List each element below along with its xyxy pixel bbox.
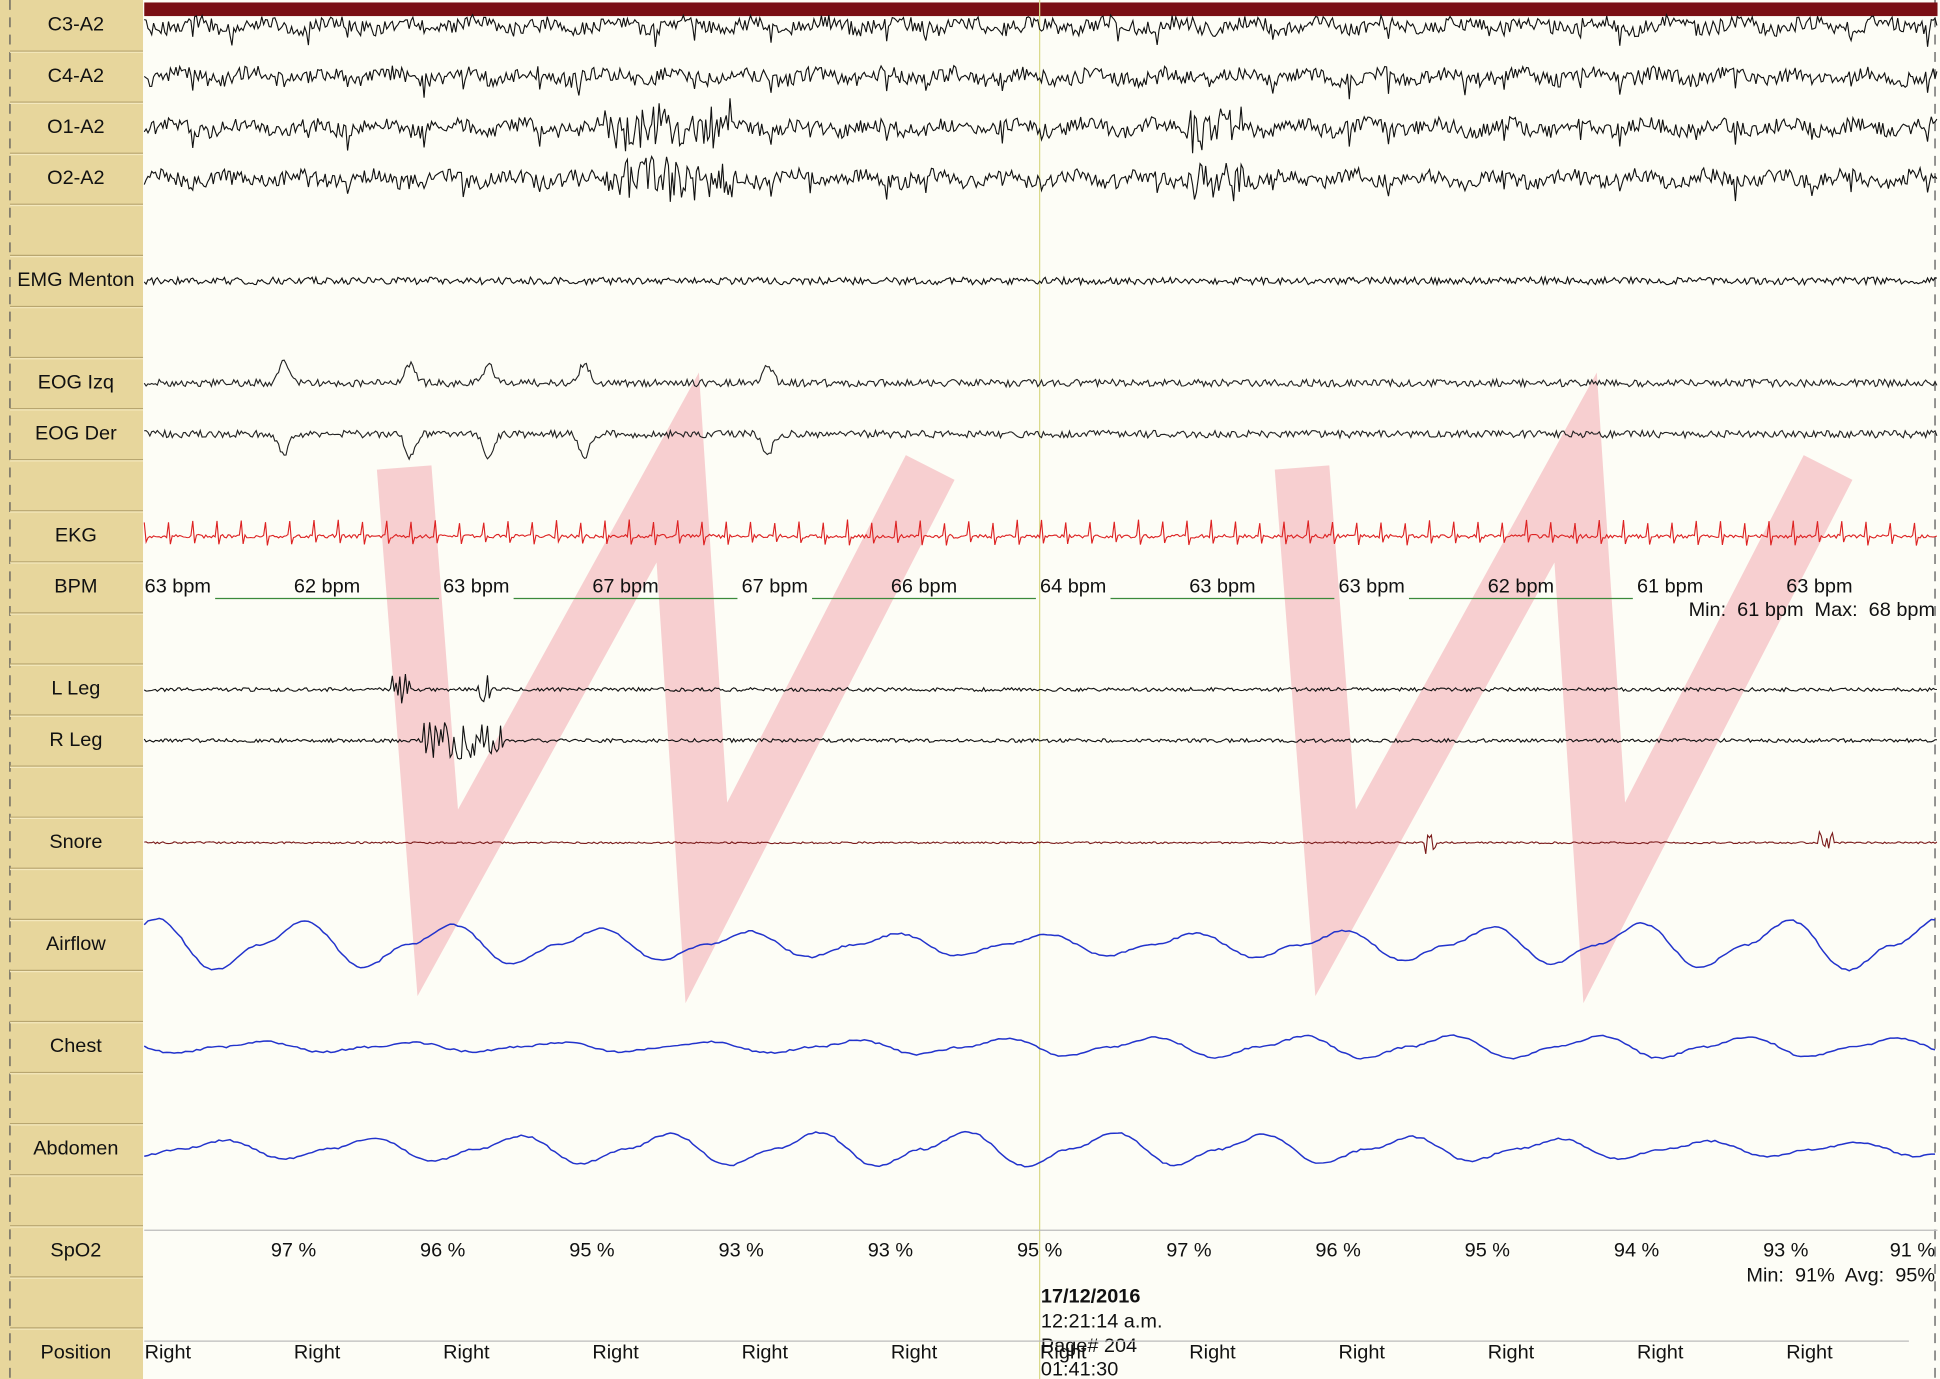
bpm-value: 62 bpm	[294, 576, 360, 598]
spo2-value: 93 %	[1763, 1240, 1808, 1262]
signal-trace	[144, 12, 1938, 47]
channel-label: C3-A2	[48, 14, 104, 36]
spo2-value: 94 %	[1614, 1240, 1659, 1262]
bpm-value: 62 bpm	[1488, 576, 1554, 598]
signal-trace	[143, 98, 1938, 154]
position-value: Right	[443, 1342, 490, 1364]
top-event-bar	[144, 2, 1938, 17]
bpm-value: 63 bpm	[443, 576, 509, 598]
footer-date: 17/12/2016	[1041, 1286, 1141, 1308]
channel-label: Position	[40, 1342, 111, 1364]
position-value: Right	[742, 1342, 789, 1364]
signal-trace	[143, 359, 1938, 389]
footer-time: 12:21:14 a.m.	[1041, 1310, 1163, 1332]
spo2-value: 96 %	[420, 1240, 465, 1262]
signal-trace	[143, 64, 1938, 100]
position-value: Right	[1339, 1342, 1386, 1364]
signal-trace	[143, 155, 1938, 202]
channel-label: EOG Der	[35, 422, 117, 444]
signal-trace	[143, 519, 1938, 546]
channel-label: BPM	[54, 576, 97, 598]
spo2-value: 97 %	[1166, 1240, 1211, 1262]
channel-label: Airflow	[46, 933, 106, 955]
position-value: Right	[1040, 1342, 1087, 1364]
bpm-value: 67 bpm	[742, 576, 808, 598]
bpm-value: 63 bpm	[1189, 576, 1255, 598]
signal-trace	[144, 1130, 1936, 1168]
bpm-value: 67 bpm	[592, 576, 658, 598]
spo2-value: 93 %	[868, 1240, 913, 1262]
position-value: Right	[1637, 1342, 1684, 1364]
watermark	[376, 372, 1853, 1004]
bpm-value: 61 bpm	[1637, 576, 1703, 598]
bpm-summary: Min: 61 bpm Max: 68 bpm	[1689, 599, 1935, 621]
spo2-value: 91 %	[1890, 1240, 1935, 1262]
signal-trace	[143, 1034, 1936, 1060]
channel-label: EKG	[55, 525, 97, 547]
signal-trace	[144, 428, 1938, 461]
channel-label: L Leg	[51, 678, 100, 700]
traces	[143, 12, 1938, 1168]
spo2-value: 95 %	[1017, 1240, 1062, 1262]
position-value: Right	[1189, 1342, 1236, 1364]
channel-label: Snore	[49, 831, 102, 853]
channel-label: O1-A2	[47, 116, 104, 138]
spo2-value: 96 %	[1315, 1240, 1360, 1262]
signal-trace	[143, 275, 1937, 287]
signal-trace	[143, 917, 1936, 972]
position-value: Right	[891, 1342, 938, 1364]
position-value: Right	[294, 1342, 341, 1364]
watermark-glyph	[1274, 372, 1853, 1004]
bpm-value: 64 bpm	[1040, 576, 1106, 598]
spo2-value: 95 %	[1465, 1240, 1510, 1262]
signal-trace	[143, 673, 1937, 704]
footer-elapsed: 01:41:30	[1041, 1359, 1118, 1379]
spo2-summary: Min: 91% Avg: 95%	[1746, 1264, 1935, 1286]
channel-label: R Leg	[49, 729, 102, 751]
watermark-glyph	[376, 372, 955, 1004]
position-value: Right	[592, 1342, 639, 1364]
bpm-value: 63 bpm	[145, 576, 211, 598]
position-value: Right	[145, 1342, 192, 1364]
bpm-value: 63 bpm	[1786, 576, 1852, 598]
channel-label: SpO2	[50, 1240, 101, 1262]
channel-label: EMG Menton	[17, 269, 134, 291]
channel-label: C4-A2	[48, 65, 104, 87]
spo2-value: 97 %	[271, 1240, 316, 1262]
bpm-value: 63 bpm	[1339, 576, 1405, 598]
signal-trace	[144, 829, 1938, 854]
channel-sidebar	[0, 0, 144, 1379]
spo2-value: 93 %	[719, 1240, 764, 1262]
position-value: Right	[1786, 1342, 1833, 1364]
position-value: Right	[1488, 1342, 1535, 1364]
spo2-value: 95 %	[569, 1240, 614, 1262]
channel-label: Chest	[50, 1035, 102, 1057]
channel-label: EOG Izq	[38, 371, 114, 393]
channel-label: Abdomen	[33, 1137, 118, 1159]
signal-trace	[143, 722, 1937, 760]
channel-label: O2-A2	[47, 167, 104, 189]
bpm-value: 66 bpm	[891, 576, 957, 598]
